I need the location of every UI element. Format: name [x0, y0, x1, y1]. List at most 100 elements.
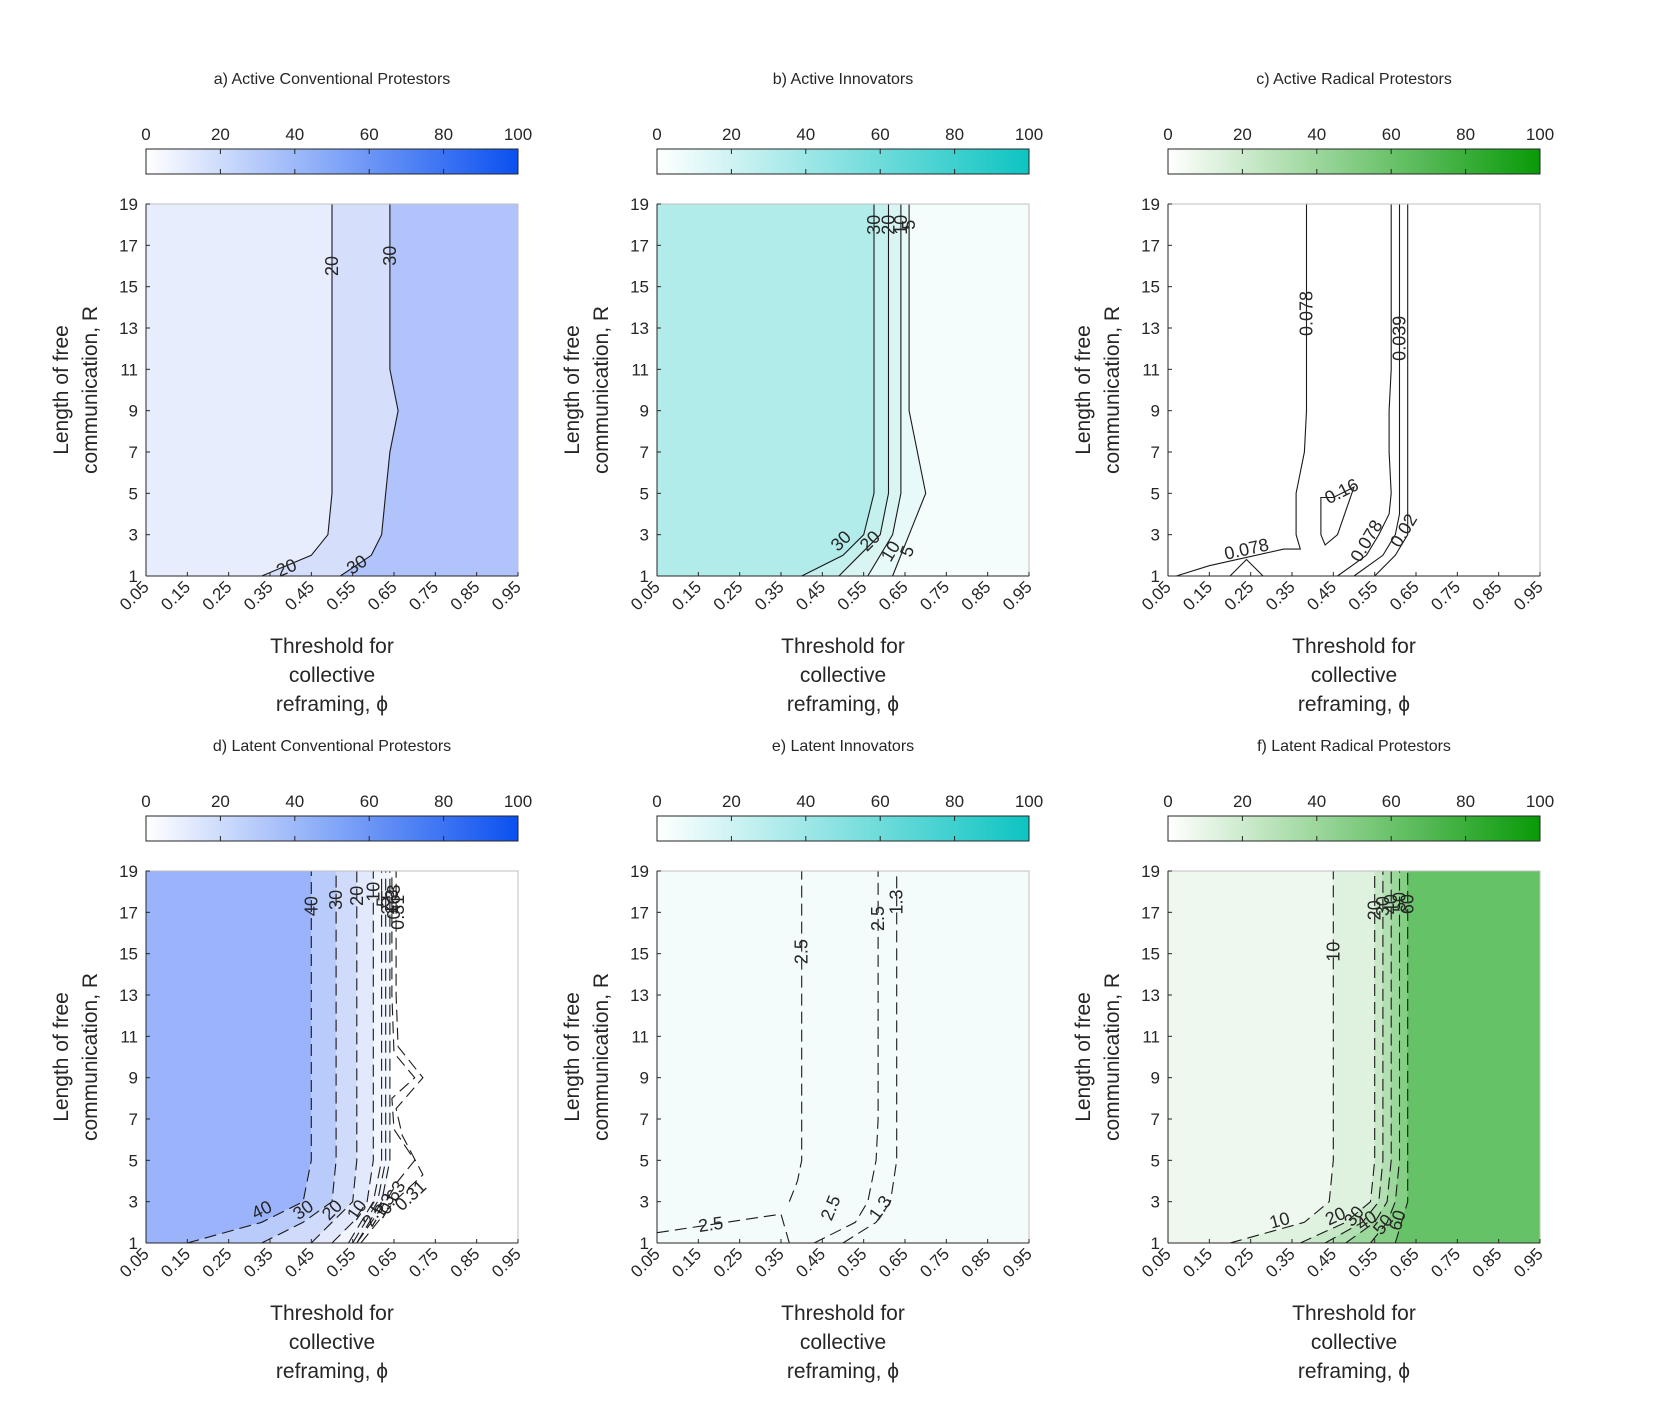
contour-label-group: 10	[891, 215, 911, 235]
contour-label-group: 10	[1323, 942, 1343, 962]
contour-label: 20	[1365, 900, 1385, 920]
colorbar-tick-label: 40	[285, 792, 304, 811]
x-tick-label: 0.15	[1179, 577, 1216, 614]
contour-label: 0.078	[1297, 291, 1317, 336]
y-tick-label: 7	[640, 443, 649, 462]
x-tick-label: 0.25	[710, 1244, 747, 1281]
x-tick-label: 0.45	[1303, 1244, 1340, 1281]
contour-label: 0.039	[1390, 316, 1410, 361]
x-axis-label: Threshold for	[781, 635, 905, 658]
y-tick-label: 15	[1141, 278, 1160, 297]
contour-label-group: 2.5	[868, 906, 888, 931]
colorbar-tick-label: 80	[434, 125, 453, 144]
y-axis-label: communication, R	[590, 306, 613, 474]
contour-line	[813, 871, 879, 1244]
x-tick-label: 0.95	[488, 1244, 525, 1281]
colorbar-tick-label: 40	[1307, 125, 1326, 144]
x-tick-label: 0.95	[1510, 1244, 1547, 1281]
x-tick-label: 0.15	[1179, 1244, 1216, 1281]
y-tick-label: 13	[1141, 986, 1160, 1005]
plot-area	[1168, 204, 1540, 576]
x-tick-label: 0.85	[447, 1244, 484, 1281]
colorbar-tick-label: 60	[360, 792, 379, 811]
colorbar-tick-label: 80	[1456, 792, 1475, 811]
contour-line	[1337, 204, 1392, 577]
x-tick-label: 0.65	[1386, 1244, 1423, 1281]
y-tick-label: 1	[640, 567, 649, 586]
contour-label: 2.5	[792, 939, 812, 964]
contour-label: 10	[891, 215, 911, 235]
colorbar-tick-label: 20	[1233, 792, 1252, 811]
contour-line	[1320, 486, 1355, 546]
colorbar-tick-label: 40	[1307, 792, 1326, 811]
x-axis-label: reframing, ϕ	[1298, 1360, 1410, 1383]
colorbar-tick-label: 20	[211, 792, 230, 811]
colorbar-tick-label: 0	[1163, 792, 1172, 811]
x-tick-label: 0.45	[792, 1244, 829, 1281]
y-tick-label: 15	[1141, 945, 1160, 964]
x-tick-label: 0.65	[1386, 577, 1423, 614]
contour-line	[310, 871, 358, 1244]
y-tick-label: 11	[120, 1027, 138, 1046]
x-tick-label: 0.65	[875, 1244, 912, 1281]
contour-line	[1229, 871, 1334, 1244]
y-axis-label: Length of free	[50, 992, 73, 1122]
contour-label-group: 40	[301, 896, 321, 916]
contour-line	[656, 1213, 790, 1244]
panel-a: a) Active Conventional Protestors 0 20 40 60…	[50, 71, 532, 716]
contour-label: 5	[899, 220, 919, 230]
x-tick-label: 0.35	[240, 577, 277, 614]
y-tick-label: 11	[631, 1027, 649, 1046]
contour-label-group: 2.5	[697, 1213, 725, 1236]
contour-label: 5	[374, 897, 394, 907]
y-tick-label: 5	[129, 484, 138, 503]
y-axis-label: communication, R	[1101, 973, 1124, 1141]
y-tick-label: 5	[129, 1151, 138, 1170]
colorbar-tick-label: 100	[1526, 792, 1554, 811]
x-axis-label: collective	[1311, 664, 1397, 687]
contour-line	[842, 871, 898, 1244]
x-tick-label: 0.25	[1221, 577, 1258, 614]
x-tick-label: 0.95	[1510, 577, 1547, 614]
colorbar-tick-label: 40	[796, 125, 815, 144]
contour-label: 2.5	[868, 906, 888, 931]
x-tick-label: 0.85	[1469, 577, 1506, 614]
x-tick-label: 0.45	[1303, 577, 1340, 614]
x-axis-label: reframing, ϕ	[276, 693, 388, 716]
x-tick-label: 0.35	[751, 1244, 788, 1281]
y-tick-label: 9	[640, 1069, 649, 1088]
y-tick-label: 7	[1151, 1110, 1160, 1129]
colorbar-tick-label: 0	[1163, 125, 1172, 144]
contour-label-group: 30	[864, 215, 884, 235]
y-tick-label: 5	[640, 1151, 649, 1170]
x-tick-label: 0.25	[710, 577, 747, 614]
colorbar-tick-label: 100	[1015, 792, 1043, 811]
x-tick-label: 0.05	[1138, 577, 1175, 614]
contour-line	[1300, 871, 1376, 1244]
contour-label-group: 2.5	[378, 889, 398, 914]
panel-title: c) Active Radical Protestors	[1256, 71, 1452, 88]
x-tick-label: 0.95	[999, 1244, 1036, 1281]
contour-line	[1370, 871, 1401, 1244]
y-tick-label: 19	[630, 195, 649, 214]
contour-label: 30	[326, 890, 346, 910]
x-axis-label: collective	[289, 664, 375, 687]
colorbar-tick-label: 40	[796, 792, 815, 811]
contour-line	[331, 871, 374, 1244]
y-tick-label: 15	[630, 278, 649, 297]
contour-label: 20	[879, 215, 899, 235]
y-tick-label: 5	[1151, 484, 1160, 503]
colorbar-tick-label: 60	[360, 125, 379, 144]
y-tick-label: 19	[119, 862, 138, 881]
x-tick-label: 0.55	[1345, 577, 1382, 614]
x-tick-label: 0.05	[1138, 1244, 1175, 1281]
colorbar-tick-label: 0	[652, 792, 661, 811]
y-axis-label: Length of free	[50, 325, 73, 455]
y-tick-label: 9	[1151, 402, 1160, 421]
contour-line	[348, 871, 383, 1244]
x-tick-label: 0.45	[792, 577, 829, 614]
colorbar-tick-label: 60	[871, 792, 890, 811]
contour-label: 30	[1373, 896, 1393, 916]
y-tick-label: 1	[129, 567, 138, 586]
